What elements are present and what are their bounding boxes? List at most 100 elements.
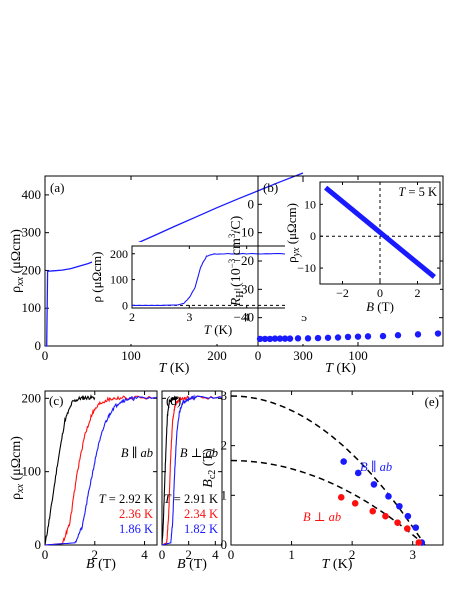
panel-e-data-point (385, 493, 392, 500)
panel-e-data-point (415, 539, 423, 546)
panel-d-label: (d) (166, 393, 181, 408)
panel-e-data-point (403, 525, 411, 532)
panel-a-ytick-label: 400 (22, 187, 42, 202)
panel-b-inset-xlabel: B (T) (366, 299, 394, 314)
panel-b-inset-ylabel: ρyx (μΩcm) (284, 203, 302, 263)
panel-b-data-point (434, 330, 442, 337)
panel-b-ytick-label: −40 (234, 310, 254, 325)
panel-b-xtick-label: 100 (348, 348, 368, 363)
panel-d-xtick-label: 4 (212, 547, 219, 562)
panel-a-inset-ylabel: ρ (μΩcm) (89, 252, 104, 303)
panel-b-data-point (261, 335, 269, 343)
panel-c-temp-label: 2.36 K (119, 507, 153, 521)
panel-b-inset-series-line (324, 185, 436, 279)
panel-e-xtick-label: 1 (288, 547, 295, 562)
panel-e-xtick-label: 3 (409, 547, 416, 562)
panel-b-xlabel: T (K) (325, 361, 356, 376)
panel-b-data-point (271, 335, 279, 342)
panel-a-ytick-label: 200 (22, 262, 42, 277)
panel-b-data-point (324, 334, 332, 341)
panel-d-series-line (161, 395, 179, 546)
panel-c-ytick-label: 0 (35, 537, 42, 552)
panel-e-frame (230, 390, 444, 546)
panel-b-label: (b) (263, 180, 278, 195)
panel-d-xlabel: B (T) (177, 557, 207, 572)
panel-c-xlabel: B (T) (86, 557, 116, 572)
panel-c-series-line (44, 395, 158, 546)
panel-e-xlabel: T (K) (322, 557, 353, 572)
panel-b-xtick-label: 0 (255, 348, 262, 363)
panel-b-data-point (276, 335, 284, 342)
panel-e-fit-curve (230, 395, 426, 546)
panel-a-xlabel: T (K) (159, 361, 190, 376)
panel-a-label: (a) (50, 180, 64, 195)
panel-e-ytick-label: 0 (221, 537, 228, 552)
panel-e-data-point (394, 519, 401, 526)
panel-c-temp-label: 1.86 K (119, 522, 153, 536)
panel-a-ylabel: ρxx (μΩcm) (9, 229, 26, 293)
panel-a-inset-xtick-label: 2 (129, 310, 135, 324)
panel-e-legend-par: B ∥ ab (360, 460, 392, 474)
panel-d-series-line (161, 394, 223, 546)
panel-c-series-line (44, 394, 96, 546)
panel-b-ylabel: RH (10−3 cm3/C) (227, 215, 246, 307)
panel-b-chart: 0 100−40−30−20−100(b)T (K)RH (10−3 cm3/C)… (227, 175, 444, 376)
panel-a-inset-ytick-label: 100 (110, 273, 128, 287)
panel-b-data-point (364, 333, 372, 340)
panel-c-xtick-label: 2 (92, 547, 99, 562)
panel-c-ytick-label: 100 (22, 464, 42, 479)
panel-b-inset-bg (285, 182, 440, 316)
panel-a-ytick-label: 300 (22, 225, 42, 240)
panel-e-xtick-label: 0 (228, 547, 235, 562)
panel-c-xtick-label: 0 (42, 547, 49, 562)
panel-b-inset-xtick-label: 2 (415, 286, 421, 300)
panel-b-data-point (394, 332, 402, 339)
panel-c-label: (c) (49, 393, 63, 408)
panel-e-data-point (396, 502, 403, 510)
panel-b-inset-ytick-label: −10 (297, 261, 316, 275)
panel-e-ylabel: Bc2 (T) (201, 448, 218, 488)
panel-e-data-point (351, 499, 359, 507)
panel-c-series-line (44, 395, 158, 546)
panel-b-data-point (286, 335, 294, 342)
panel-a-inset-ytick-label: 200 (110, 247, 128, 261)
panel-b-data-point (266, 335, 274, 343)
panel-b-data-point (304, 335, 312, 342)
panel-d-temp-label: 1.82 K (184, 522, 218, 536)
panel-e-data-point (404, 512, 412, 520)
panel-a-inset-xtick-label: 5 (301, 310, 307, 324)
panel-e-data-point (340, 458, 347, 465)
panel-e-data-point (369, 507, 377, 515)
panel-a-inset-ytick-label: 0 (122, 298, 128, 312)
panel-a-xtick-label: 0 (42, 348, 49, 363)
panel-c-ytick-label: 200 (22, 390, 42, 405)
panel-b-ytick-label: −10 (234, 225, 254, 240)
panel-e-data-point (354, 469, 362, 477)
panel-c-xtick-label: 4 (141, 547, 148, 562)
panel-b-data-point (314, 334, 322, 342)
panel-d-xtick-label: 2 (185, 547, 192, 562)
panel-e-ytick-label: 1 (221, 487, 228, 502)
panel-b-data-point (281, 335, 289, 342)
panel-b-inset-xtick-label: −2 (336, 286, 349, 300)
panel-b-data-point (354, 333, 362, 340)
panel-c-field-label: B ∥ ab (121, 446, 153, 460)
panel-d-temp-label: 2.34 K (184, 507, 218, 521)
panel-b-data-point (294, 335, 302, 342)
panel-e-chart: 0 1 2 3 0 1 2 3 (e) B ∥ ab B ⊥ ab T (K) Bc2 (T) (201, 388, 444, 572)
panel-b-inset-annotation: T = 5 K (398, 185, 437, 199)
panel-a-ytick-label: 100 (22, 300, 42, 315)
panel-e-data-point (382, 512, 389, 520)
panel-a-xtick-label: 200 (207, 348, 227, 363)
panel-c-ylabel: ρxx (μΩcm) (9, 436, 26, 500)
panel-d-xtick-label: 0 (159, 547, 166, 562)
panel-e-data-point (412, 524, 420, 531)
panel-c-chart: 0 2 4 0 100 200 (c) B ∥ ab T = 2.92 K2.36 K1.86 … (9, 390, 158, 572)
panel-e-data-point (337, 494, 345, 501)
panel-e-ytick-label: 2 (221, 438, 228, 453)
panel-b-inset-ytick-label: 10 (304, 197, 316, 211)
panel-d-temp-label: T = 2.91 K (164, 492, 218, 506)
panel-b-ytick-label: −20 (234, 253, 254, 268)
panel-c-frame (44, 390, 158, 546)
panel-b-data-point (344, 333, 352, 341)
